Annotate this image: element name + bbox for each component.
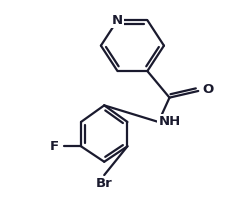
Text: Br: Br — [96, 177, 113, 190]
Text: F: F — [50, 140, 59, 153]
Text: N: N — [112, 14, 123, 27]
Text: O: O — [203, 83, 214, 96]
Text: NH: NH — [158, 115, 181, 128]
